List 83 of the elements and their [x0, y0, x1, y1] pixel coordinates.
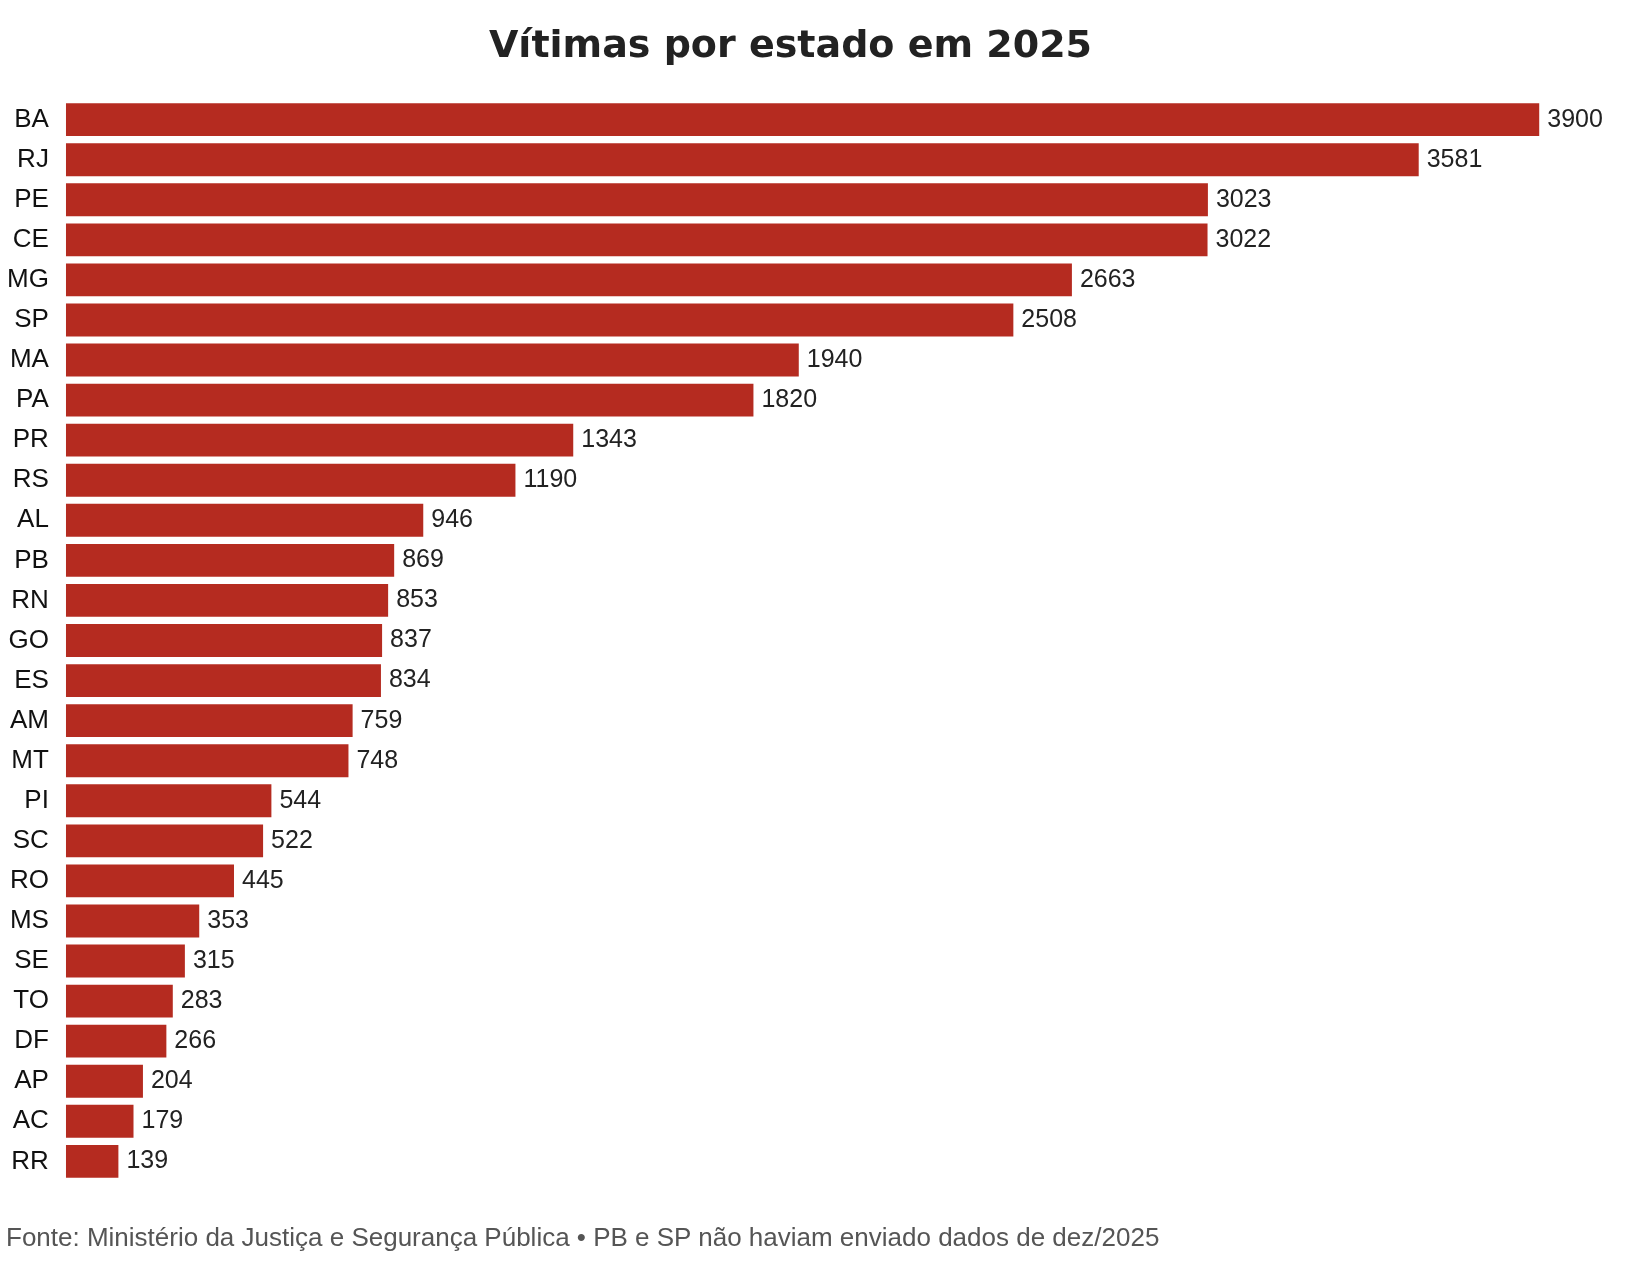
bar — [65, 1144, 119, 1178]
chart-title: Vítimas por estado em 2025 — [488, 21, 1093, 66]
data-label: 3022 — [1215, 223, 1272, 252]
bar — [65, 1024, 167, 1058]
data-label: 544 — [279, 784, 322, 813]
data-label: 869 — [402, 544, 444, 573]
source-note: Fonte: Ministério da Justiça e Segurança Pública • PB e SP não haviam enviado dados de dez/2025 — [6, 1222, 1160, 1253]
y-tick-label: MG — [6, 263, 49, 294]
y-tick-label: RR — [11, 1144, 49, 1175]
bar — [65, 263, 1072, 297]
data-label: 353 — [207, 904, 249, 933]
y-tick-label: PE — [14, 182, 49, 213]
y-tick-label: AM — [9, 703, 49, 734]
bar — [65, 143, 1419, 177]
data-label: 834 — [388, 664, 431, 693]
bar — [65, 824, 264, 858]
data-label: 179 — [141, 1105, 184, 1134]
y-tick-label: AC — [12, 1104, 49, 1135]
data-label: 946 — [431, 504, 473, 533]
y-tick-label: PR — [12, 423, 49, 454]
data-label: 522 — [271, 824, 313, 853]
bar — [65, 664, 381, 697]
y-tick-label: RO — [9, 864, 49, 895]
bar — [65, 463, 516, 497]
y-tick-label: PI — [24, 783, 49, 814]
y-tick-label: MA — [9, 343, 50, 374]
data-label: 283 — [180, 984, 223, 1013]
y-tick-label: ES — [14, 663, 49, 694]
data-label: 2663 — [1079, 263, 1136, 292]
y-tick-label: PB — [14, 543, 49, 574]
data-label: 445 — [241, 864, 284, 893]
bar — [65, 343, 799, 377]
y-tick-label: PA — [16, 383, 50, 414]
y-tick-label: RS — [12, 463, 49, 494]
data-label: 266 — [174, 1025, 217, 1054]
bar — [65, 223, 1208, 257]
data-label: 1820 — [761, 383, 818, 412]
bar — [65, 543, 395, 577]
bar — [65, 1064, 143, 1098]
bar — [65, 423, 574, 457]
data-label: 837 — [390, 624, 432, 653]
y-tick-label: BA — [14, 102, 50, 133]
bar — [65, 944, 185, 978]
bar — [65, 183, 1208, 217]
y-tick-label: AP — [14, 1064, 49, 1095]
bar — [65, 744, 349, 778]
bar — [65, 584, 389, 617]
y-tick-label: MS — [9, 904, 49, 935]
y-tick-label: SP — [14, 303, 49, 334]
bar — [65, 704, 353, 738]
data-label: 1940 — [806, 343, 863, 372]
bar — [65, 383, 754, 417]
bar — [65, 904, 200, 938]
bar — [65, 103, 1540, 137]
bar — [65, 624, 383, 657]
bar — [65, 984, 173, 1018]
y-tick-label: RJ — [17, 142, 49, 173]
y-tick-label: RN — [11, 583, 49, 614]
y-tick-label: CE — [12, 223, 49, 254]
bar — [65, 864, 234, 898]
data-label: 853 — [396, 584, 438, 613]
y-tick-label: AL — [17, 503, 49, 534]
y-tick-label: DF — [14, 1024, 49, 1055]
data-label: 3023 — [1215, 183, 1272, 212]
data-label: 315 — [192, 944, 235, 973]
data-label: 204 — [150, 1065, 193, 1094]
data-label: 1190 — [523, 464, 578, 493]
data-label: 3581 — [1426, 143, 1483, 172]
bar — [65, 1104, 134, 1138]
bar — [65, 303, 1014, 337]
bar — [65, 503, 424, 537]
y-tick-label: SC — [12, 824, 49, 855]
y-tick-label: SE — [14, 944, 49, 975]
data-label: 748 — [356, 744, 399, 773]
y-tick-label: GO — [8, 623, 49, 654]
data-label: 139 — [126, 1145, 169, 1174]
y-tick-label: TO — [13, 984, 49, 1015]
data-label: 2508 — [1021, 303, 1077, 332]
data-label: 3900 — [1547, 103, 1603, 132]
y-tick-label: MT — [11, 743, 49, 774]
data-label: 759 — [360, 704, 403, 733]
bar — [65, 784, 272, 818]
data-label: 1343 — [581, 424, 637, 453]
